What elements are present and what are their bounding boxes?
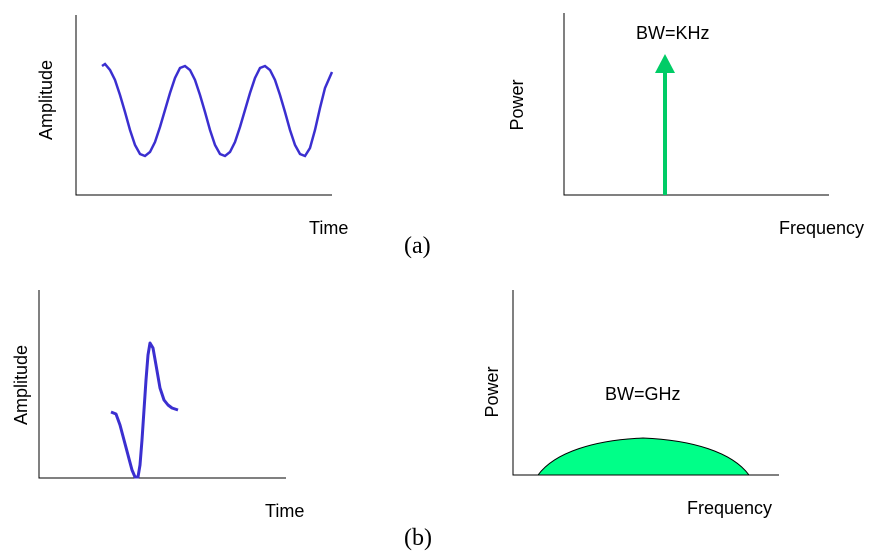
panel-b-freq-axes (512, 290, 779, 476)
panel-a-time-axes (75, 15, 332, 196)
panel-a-caption: (a) (404, 233, 431, 259)
panel-a-freq-axes (563, 13, 829, 196)
panel-a-frequency-label: Frequency (779, 218, 864, 238)
panel-b-bw-annotation: BW=GHz (605, 384, 681, 404)
panel-b-caption: (b) (404, 525, 432, 551)
panel-b-pulse (110, 341, 179, 479)
panel-a-power-label: Power (507, 79, 527, 130)
panel-b-time-plot: Amplitude Time (11, 290, 304, 521)
panel-a-bw-annotation: BW=KHz (636, 23, 710, 43)
panel-a-sine-wave (101, 62, 334, 158)
panel-b-amplitude-label: Amplitude (11, 345, 31, 425)
panel-b-time-axes (38, 290, 286, 479)
panel-a-freq-plot: BW=KHz Power Frequency (507, 13, 864, 238)
panel-a-arrow-head (655, 54, 675, 73)
panel-a-time-plot: Amplitude Time (36, 15, 348, 238)
panel-a-time-label: Time (309, 218, 348, 238)
panel-b-time-label: Time (265, 501, 304, 521)
panel-b-power-label: Power (482, 366, 502, 417)
panel-a-amplitude-label: Amplitude (36, 60, 56, 140)
panel-b-frequency-label: Frequency (687, 498, 772, 518)
panel-b-freq-plot: BW=GHz Power Frequency (482, 290, 779, 518)
panel-b-spectrum-dome (537, 437, 750, 476)
